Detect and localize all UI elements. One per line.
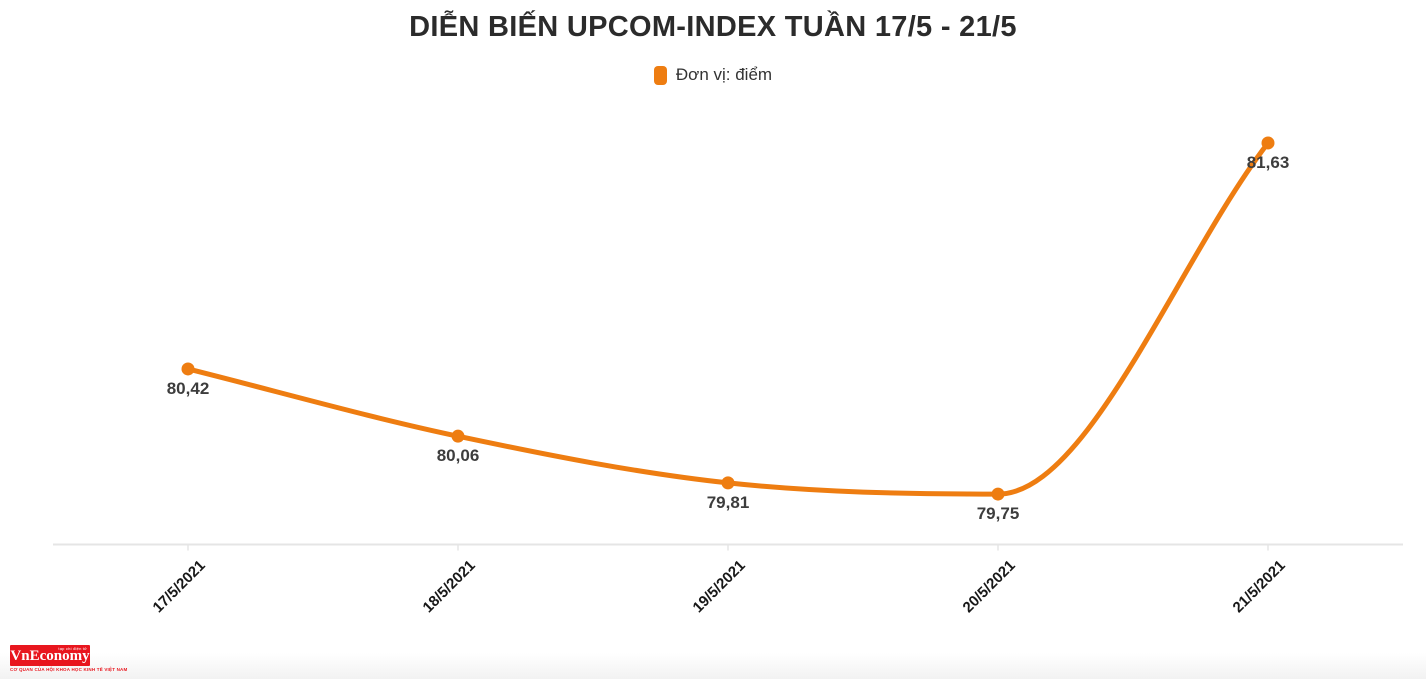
logo-top-tagline: tạp chí điện tử [58, 646, 87, 651]
legend-label: Đơn vị: điểm [675, 65, 773, 84]
chart-title: DIỄN BIẾN UPCOM-INDEX TUẦN 17/5 - 21/5 [409, 11, 1017, 43]
data-point-marker[interactable] [181, 362, 195, 376]
legend-swatch-icon [653, 65, 667, 85]
logo-wordmark: VnEconomy [10, 648, 90, 664]
data-point-marker[interactable] [1261, 136, 1275, 150]
data-point-label: 79,75 [976, 504, 1020, 524]
vneconomy-logo: tạp chí điện tử VnEconomy CƠ QUAN CỦA HỘ… [10, 645, 128, 672]
data-point-marker[interactable] [721, 476, 735, 490]
chart-legend: Đơn vị: điểm [0, 65, 1426, 85]
data-point-marker[interactable] [991, 487, 1005, 501]
bottom-fade [0, 653, 1426, 679]
logo-bottom-tagline: CƠ QUAN CỦA HỘI KHOA HỌC KINH TẾ VIỆT NA… [10, 667, 128, 672]
data-point-label: 80,42 [166, 378, 210, 398]
vneconomy-logo-box: tạp chí điện tử VnEconomy [10, 645, 90, 666]
data-point-label: 79,81 [706, 492, 750, 512]
data-point-label: 80,06 [436, 446, 480, 466]
data-point-marker[interactable] [451, 429, 465, 443]
index-line [185, 140, 1271, 497]
data-point-label: 81,63 [1246, 152, 1290, 172]
